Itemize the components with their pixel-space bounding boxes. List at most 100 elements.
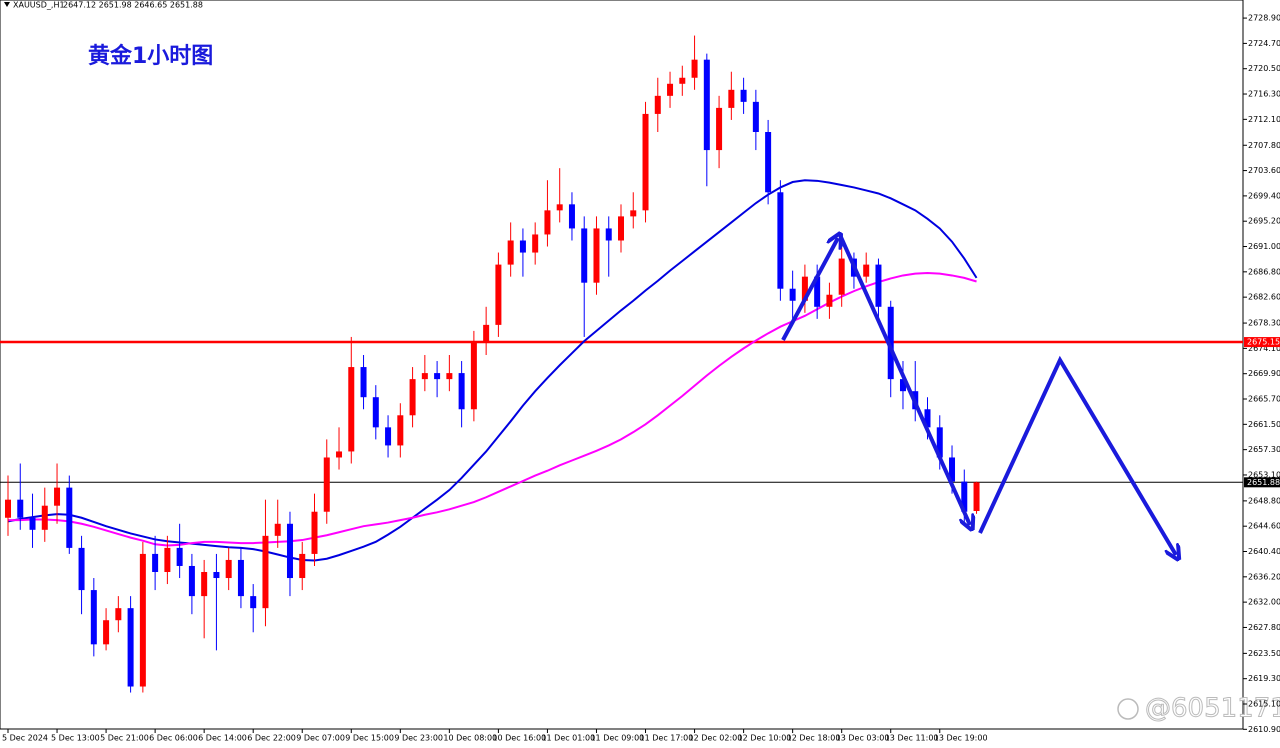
candle-body — [41, 505, 48, 530]
y-tick-label: 2627.80 — [1248, 623, 1280, 632]
candle-body — [385, 427, 392, 446]
x-tick-label: 11 Dec 09:00 — [590, 734, 644, 743]
candle-body — [103, 620, 110, 645]
candle-body — [17, 499, 24, 518]
candle-body — [679, 77, 686, 84]
candle-body — [716, 107, 723, 151]
candle-body — [789, 288, 796, 301]
y-tick-label: 2661.50 — [1248, 420, 1280, 429]
candle-body — [446, 373, 453, 380]
y-tick-label: 2695.20 — [1248, 217, 1280, 226]
candle-body — [176, 547, 183, 566]
candle-body — [78, 547, 85, 591]
x-tick-label: 9 Dec 23:00 — [394, 734, 443, 743]
y-tick-label: 2623.50 — [1248, 649, 1280, 658]
x-tick-label: 12 Dec 10:00 — [738, 734, 792, 743]
candle-body — [519, 240, 526, 253]
candle-body — [765, 132, 772, 193]
y-tick-label: 2636.20 — [1248, 572, 1280, 581]
y-tick-label: 2657.30 — [1248, 445, 1280, 454]
candle-body — [838, 258, 845, 295]
y-tick-label: 2615.10 — [1248, 700, 1280, 709]
y-tick-label: 2640.40 — [1248, 547, 1280, 556]
candle-body — [66, 487, 73, 548]
y-tick-label: 2724.70 — [1248, 39, 1280, 48]
candle-body — [483, 324, 490, 343]
candle-body — [507, 240, 514, 265]
candle-body — [875, 264, 882, 307]
candle-body — [642, 113, 649, 211]
x-tick-label: 10 Dec 08:00 — [443, 734, 497, 743]
candle-body — [360, 367, 367, 398]
candle-body — [225, 559, 232, 579]
candle-body — [495, 264, 502, 325]
y-tick-label: 2665.70 — [1248, 395, 1280, 404]
candle-body — [949, 457, 956, 482]
annotation-arrow — [838, 234, 970, 525]
annotation-arrow — [781, 238, 838, 341]
y-tick-label: 2707.80 — [1248, 141, 1280, 150]
candle-body — [728, 89, 735, 108]
y-tick-label: 2716.30 — [1248, 90, 1280, 99]
y-tick-label: 2674.10 — [1248, 344, 1280, 353]
y-tick-label: 2653.10 — [1248, 470, 1280, 479]
candle-body — [544, 210, 551, 235]
y-tick-label: 2682.60 — [1248, 293, 1280, 302]
candle-body — [164, 547, 171, 572]
x-tick-label: 13 Dec 19:00 — [934, 734, 988, 743]
x-tick-label: 11 Dec 01:00 — [541, 734, 595, 743]
watermark-icon — [1117, 698, 1139, 720]
x-tick-label: 13 Dec 03:00 — [836, 734, 890, 743]
ohlc: 2647.12 2651.98 2646.65 2651.88 — [63, 1, 203, 10]
y-tick-label: 2712.10 — [1248, 115, 1280, 124]
y-tick-label: 2686.80 — [1248, 267, 1280, 276]
candle-body — [250, 596, 257, 609]
candle-body — [115, 608, 122, 621]
candle-body — [90, 590, 97, 645]
x-tick-label: 12 Dec 02:00 — [689, 734, 743, 743]
candle-body — [605, 228, 612, 241]
candle-body — [924, 409, 931, 428]
candle-body — [421, 373, 428, 380]
candle-body — [458, 373, 465, 410]
candle-body — [201, 572, 208, 597]
x-tick-label: 5 Dec 21:00 — [100, 734, 149, 743]
candle-body — [336, 451, 343, 458]
y-tick-label: 2678.30 — [1248, 319, 1280, 328]
candle-body — [826, 294, 833, 307]
menu-icon[interactable] — [4, 2, 10, 7]
candle-body — [139, 553, 146, 687]
candle-body — [348, 367, 355, 452]
candle-body — [593, 228, 600, 283]
candle-body — [630, 210, 637, 217]
x-tick-label: 9 Dec 07:00 — [296, 734, 345, 743]
candle-body — [286, 523, 293, 579]
watermark: @6051171 — [1145, 694, 1280, 724]
candle-body — [777, 192, 784, 289]
price-label: 2675.15 — [1247, 338, 1280, 347]
candle-body — [618, 216, 624, 241]
candle-body — [691, 59, 698, 78]
candle-body — [152, 553, 159, 572]
candle-body — [936, 427, 943, 458]
candle-body — [470, 342, 477, 410]
y-tick-label: 2691.00 — [1248, 242, 1280, 251]
candle-body — [409, 379, 416, 416]
candle-body — [654, 95, 661, 114]
candle-body — [814, 276, 821, 307]
annotation-arrow — [978, 355, 1176, 555]
x-tick-label: 9 Dec 15:00 — [345, 734, 394, 743]
candle-body — [568, 204, 575, 229]
x-tick-label: 6 Dec 06:00 — [149, 734, 198, 743]
candle-body — [5, 499, 11, 518]
candle-body — [863, 264, 870, 277]
candle-body — [887, 306, 894, 380]
candle-body — [973, 482, 980, 512]
candle-body — [667, 83, 674, 96]
candle-body — [372, 397, 379, 428]
moving-average — [8, 272, 977, 547]
candle-body — [274, 523, 281, 536]
y-tick-label: 2610.90 — [1248, 725, 1280, 734]
y-tick-label: 2644.60 — [1248, 522, 1280, 531]
